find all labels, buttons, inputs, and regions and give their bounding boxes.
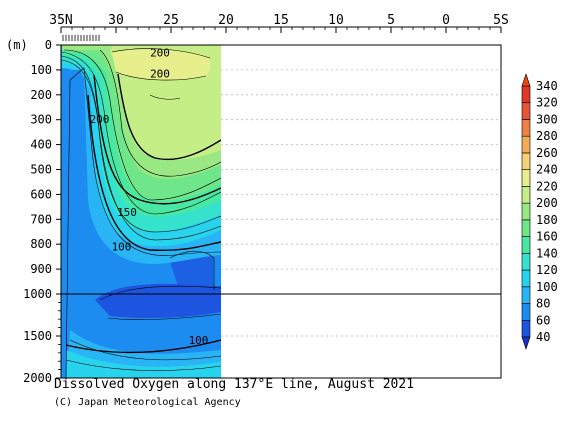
colorbar-label: 200	[536, 196, 558, 210]
colorbar-swatch	[521, 236, 531, 254]
colorbar-swatch	[521, 186, 531, 204]
colorbar-label: 160	[536, 230, 558, 244]
contour-fill-70	[170, 251, 213, 292]
colorbar-label: 60	[536, 313, 550, 327]
colorbar-label: 300	[536, 112, 558, 126]
colorbar: 40 60 80 100 120 140 160 180 200 220 240 260 280 300 3…	[521, 73, 558, 350]
contour-label: 200	[150, 46, 170, 59]
colorbar-swatch	[521, 269, 531, 288]
colorbar-swatch	[521, 319, 531, 338]
x-tick-label: 5	[387, 13, 395, 28]
y-tick-label: 100	[30, 63, 52, 77]
plot-frame	[60, 44, 502, 379]
y-tick-label: 1500	[23, 329, 52, 343]
y-tick-label: 700	[30, 212, 52, 226]
y-tick-label: 0	[45, 38, 52, 52]
colorbar-swatch	[521, 202, 531, 221]
x-tick-label: 10	[328, 13, 344, 28]
x-tick-label: 30	[108, 13, 124, 28]
colorbar-swatch	[521, 152, 531, 170]
x-tick-label: 20	[218, 13, 234, 28]
y-tick-label: 800	[30, 237, 52, 251]
colorbar-label: 80	[536, 297, 550, 311]
colorbar-label: 180	[536, 213, 558, 227]
x-tick-label: 5S	[493, 13, 509, 28]
colorbar-label: 340	[536, 79, 558, 93]
y-tick-label: 500	[30, 163, 52, 177]
colorbar-label: 240	[536, 163, 558, 177]
colorbar-top-arrow	[521, 73, 531, 87]
y-tick-label: 400	[30, 138, 52, 152]
colorbar-swatch	[521, 85, 531, 104]
chart-credit: (C) Japan Meteorological Agency	[54, 397, 241, 408]
colorbar-swatch	[521, 102, 531, 120]
colorbar-label: 320	[536, 96, 558, 110]
y-tick-label: 200	[30, 88, 52, 102]
x-tick-label: 15	[273, 13, 289, 28]
contour-label: 150	[117, 206, 137, 219]
oxygen-section	[61, 45, 221, 378]
colorbar-label: 260	[536, 146, 558, 160]
colorbar-label: 100	[536, 280, 558, 294]
y-axis-ticks: 0 100 200 300 400 500 600 700 800 900 1000 1500 2000	[23, 38, 61, 385]
y-axis-unit: (m)	[6, 38, 28, 52]
contour-label: 200	[90, 113, 110, 126]
x-tick-label: 0	[442, 13, 450, 28]
colorbar-swatch	[521, 135, 531, 154]
colorbar-label: 120	[536, 263, 558, 277]
colorbar-label: 140	[536, 246, 558, 260]
colorbar-swatch	[521, 219, 531, 237]
contour-label: 100	[189, 334, 209, 347]
colorbar-bottom-arrow	[521, 336, 531, 350]
y-tick-label: 300	[30, 113, 52, 127]
chart-title: Dissolved Oxygen along 137°E line, Augus…	[54, 377, 415, 392]
contour-labels: 200 200 200 150 100 100	[90, 46, 209, 347]
contour-fill-60	[95, 283, 221, 319]
contour-label: 100	[112, 241, 132, 254]
colorbar-swatch	[521, 169, 531, 187]
contour-label: 200	[150, 68, 170, 81]
x-axis-ticks: 35N 30 25 20 15 10 5 0 5S	[49, 13, 509, 33]
contour-fill-220	[112, 49, 211, 81]
y-tick-label: 1000	[23, 287, 52, 301]
colorbar-label: 220	[536, 179, 558, 193]
y-tick-label: 900	[30, 262, 52, 276]
x-tick-label: 25	[163, 13, 179, 28]
y-tick-label: 2000	[23, 371, 52, 385]
colorbar-swatch	[521, 119, 531, 137]
depth-gridlines	[221, 69, 501, 337]
colorbar-label: 40	[536, 330, 550, 344]
colorbar-swatch	[521, 303, 531, 321]
colorbar-swatch	[521, 286, 531, 304]
x-tick-label: 35N	[49, 13, 72, 28]
colorbar-label: 280	[536, 129, 558, 143]
y-tick-label: 600	[30, 187, 52, 201]
colorbar-swatch	[521, 253, 531, 271]
contour-fill-100-deep	[66, 350, 221, 378]
station-marks	[62, 35, 100, 41]
